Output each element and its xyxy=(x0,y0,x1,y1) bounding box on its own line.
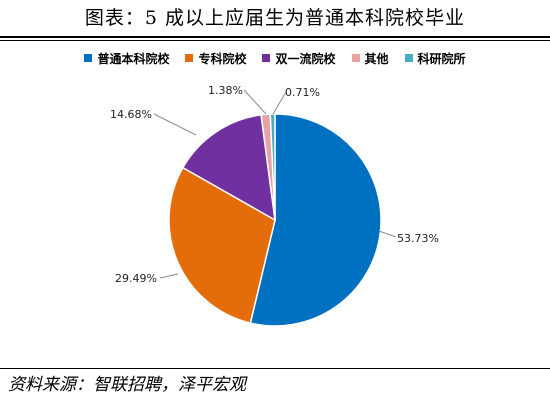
chart-legend: 普通本科院校 专科院校 双一流院校 其他 科研院所 xyxy=(0,47,550,69)
legend-label-vocational-college: 专科院校 xyxy=(198,51,247,66)
legend-item-double-first-class: 双一流院校 xyxy=(262,50,336,67)
source-note: 资料来源：智联招聘，泽平宏观 xyxy=(8,375,246,395)
chart-title: 图表：5 成以上应届生为普通本科院校毕业 xyxy=(84,7,466,29)
leader-line xyxy=(153,113,197,136)
title-rule-thin xyxy=(0,40,550,41)
data-label-research-institute: 0.71% xyxy=(285,86,320,99)
data-label-regular-university: 53.73% xyxy=(397,232,439,245)
legend-item-research-institute: 科研院所 xyxy=(404,50,466,67)
data-label-double-first-class: 14.68% xyxy=(110,108,152,121)
legend-swatch-double-first-class xyxy=(262,54,271,62)
leader-line xyxy=(159,273,179,279)
legend-swatch-research-institute xyxy=(404,54,413,62)
pie-slice-regular-university xyxy=(249,113,382,327)
pie-leader-lines xyxy=(153,89,397,279)
legend-label-research-institute: 科研院所 xyxy=(417,51,466,66)
pie-slice-double-first-class xyxy=(181,114,276,222)
legend-item-vocational-college: 专科院校 xyxy=(185,50,246,67)
legend-item-regular-university: 普通本科院校 xyxy=(84,50,169,67)
leader-line xyxy=(272,91,287,115)
pie-data-labels: 53.73% 29.49% 14.68% 1.38% 0.71% xyxy=(110,84,439,285)
legend-label-double-first-class: 双一流院校 xyxy=(275,51,336,66)
title-rule-thick xyxy=(0,36,550,38)
leader-line xyxy=(243,89,267,115)
legend-item-other: 其他 xyxy=(351,50,389,67)
legend-swatch-other xyxy=(351,54,360,62)
pie-slice-vocational-college xyxy=(168,166,276,324)
data-label-vocational-college: 29.49% xyxy=(115,272,157,285)
pie-slice-research-institute xyxy=(269,113,276,221)
legend-swatch-regular-university xyxy=(84,54,93,62)
source-rule xyxy=(0,368,550,369)
leader-line xyxy=(378,230,397,238)
legend-label-other: 其他 xyxy=(364,51,389,66)
pie-chart: 53.73% 29.49% 14.68% 1.38% 0.71% xyxy=(110,84,439,327)
legend-label-regular-university: 普通本科院校 xyxy=(97,51,170,66)
data-label-other: 1.38% xyxy=(208,84,243,97)
legend-swatch-vocational-college xyxy=(185,54,194,62)
pie-slices xyxy=(168,113,382,327)
